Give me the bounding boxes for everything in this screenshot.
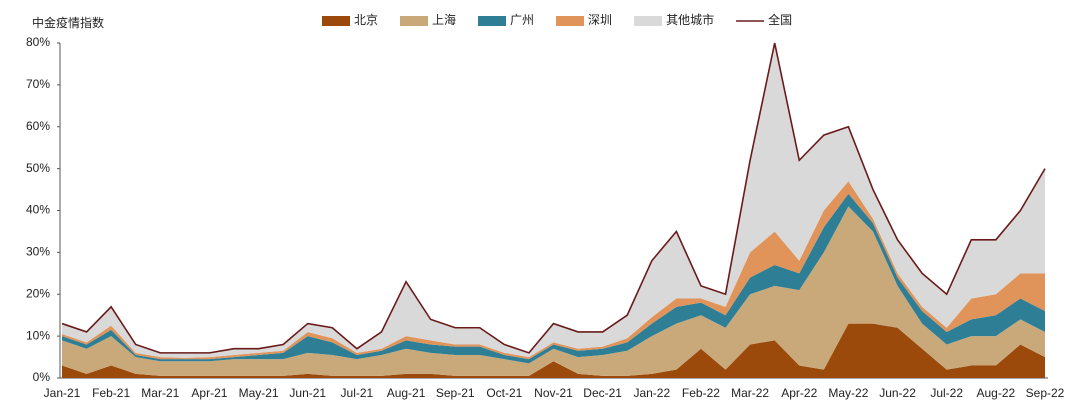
x-tick-label: Aug-21 bbox=[387, 386, 426, 400]
legend-label: 深圳 bbox=[588, 13, 612, 27]
x-tick-label: Mar-22 bbox=[731, 386, 769, 400]
y-tick-label: 50% bbox=[26, 161, 50, 175]
x-tick-label: Sep-22 bbox=[1026, 386, 1065, 400]
legend-label: 北京 bbox=[354, 13, 378, 27]
x-tick-label: Feb-21 bbox=[92, 386, 130, 400]
legend-label: 全国 bbox=[768, 12, 792, 27]
x-tick-label: Oct-21 bbox=[486, 386, 522, 400]
legend-swatch bbox=[556, 16, 585, 26]
x-tick-label: Apr-21 bbox=[191, 386, 227, 400]
y-tick-label: 0% bbox=[33, 370, 51, 384]
area bbox=[62, 206, 1045, 376]
y-tick-label: 10% bbox=[26, 328, 50, 342]
x-tick-label: Jun-22 bbox=[879, 386, 916, 400]
x-tick-label: Nov-21 bbox=[534, 386, 573, 400]
x-tick-label: Jul-21 bbox=[341, 386, 374, 400]
x-tick-label: Dec-21 bbox=[583, 386, 622, 400]
x-tick-label: Apr-22 bbox=[781, 386, 817, 400]
x-tick-label: May-21 bbox=[239, 386, 279, 400]
x-tick-label: Jul-22 bbox=[930, 386, 963, 400]
legend-swatch bbox=[478, 16, 507, 26]
legend-swatch bbox=[400, 16, 429, 26]
x-tick-label: Jun-21 bbox=[289, 386, 326, 400]
y-tick-label: 30% bbox=[26, 245, 50, 259]
legend-swatch bbox=[634, 16, 663, 26]
y-tick-label: 40% bbox=[26, 203, 50, 217]
y-tick-label: 80% bbox=[26, 35, 50, 49]
legend-label: 上海 bbox=[432, 12, 456, 27]
legend-swatch bbox=[322, 16, 350, 26]
area bbox=[62, 43, 1045, 358]
y-tick-label: 20% bbox=[26, 286, 50, 300]
x-tick-label: Mar-21 bbox=[141, 386, 179, 400]
x-tick-label: Jan-21 bbox=[44, 386, 81, 400]
y-tick-label: 70% bbox=[26, 77, 50, 91]
x-tick-label: Feb-22 bbox=[682, 386, 720, 400]
area bbox=[62, 323, 1045, 378]
x-tick-label: Aug-22 bbox=[976, 386, 1015, 400]
legend-label: 广州 bbox=[510, 13, 534, 27]
y-tick-label: 60% bbox=[26, 119, 50, 133]
legend-label: 其他城市 bbox=[666, 12, 714, 27]
total-line bbox=[61, 42, 1046, 354]
chart-title: 中金疫情指数 bbox=[32, 15, 104, 30]
x-tick-label: Sep-21 bbox=[436, 386, 475, 400]
x-tick-label: May-22 bbox=[828, 386, 868, 400]
x-tick-label: Jan-22 bbox=[633, 386, 670, 400]
